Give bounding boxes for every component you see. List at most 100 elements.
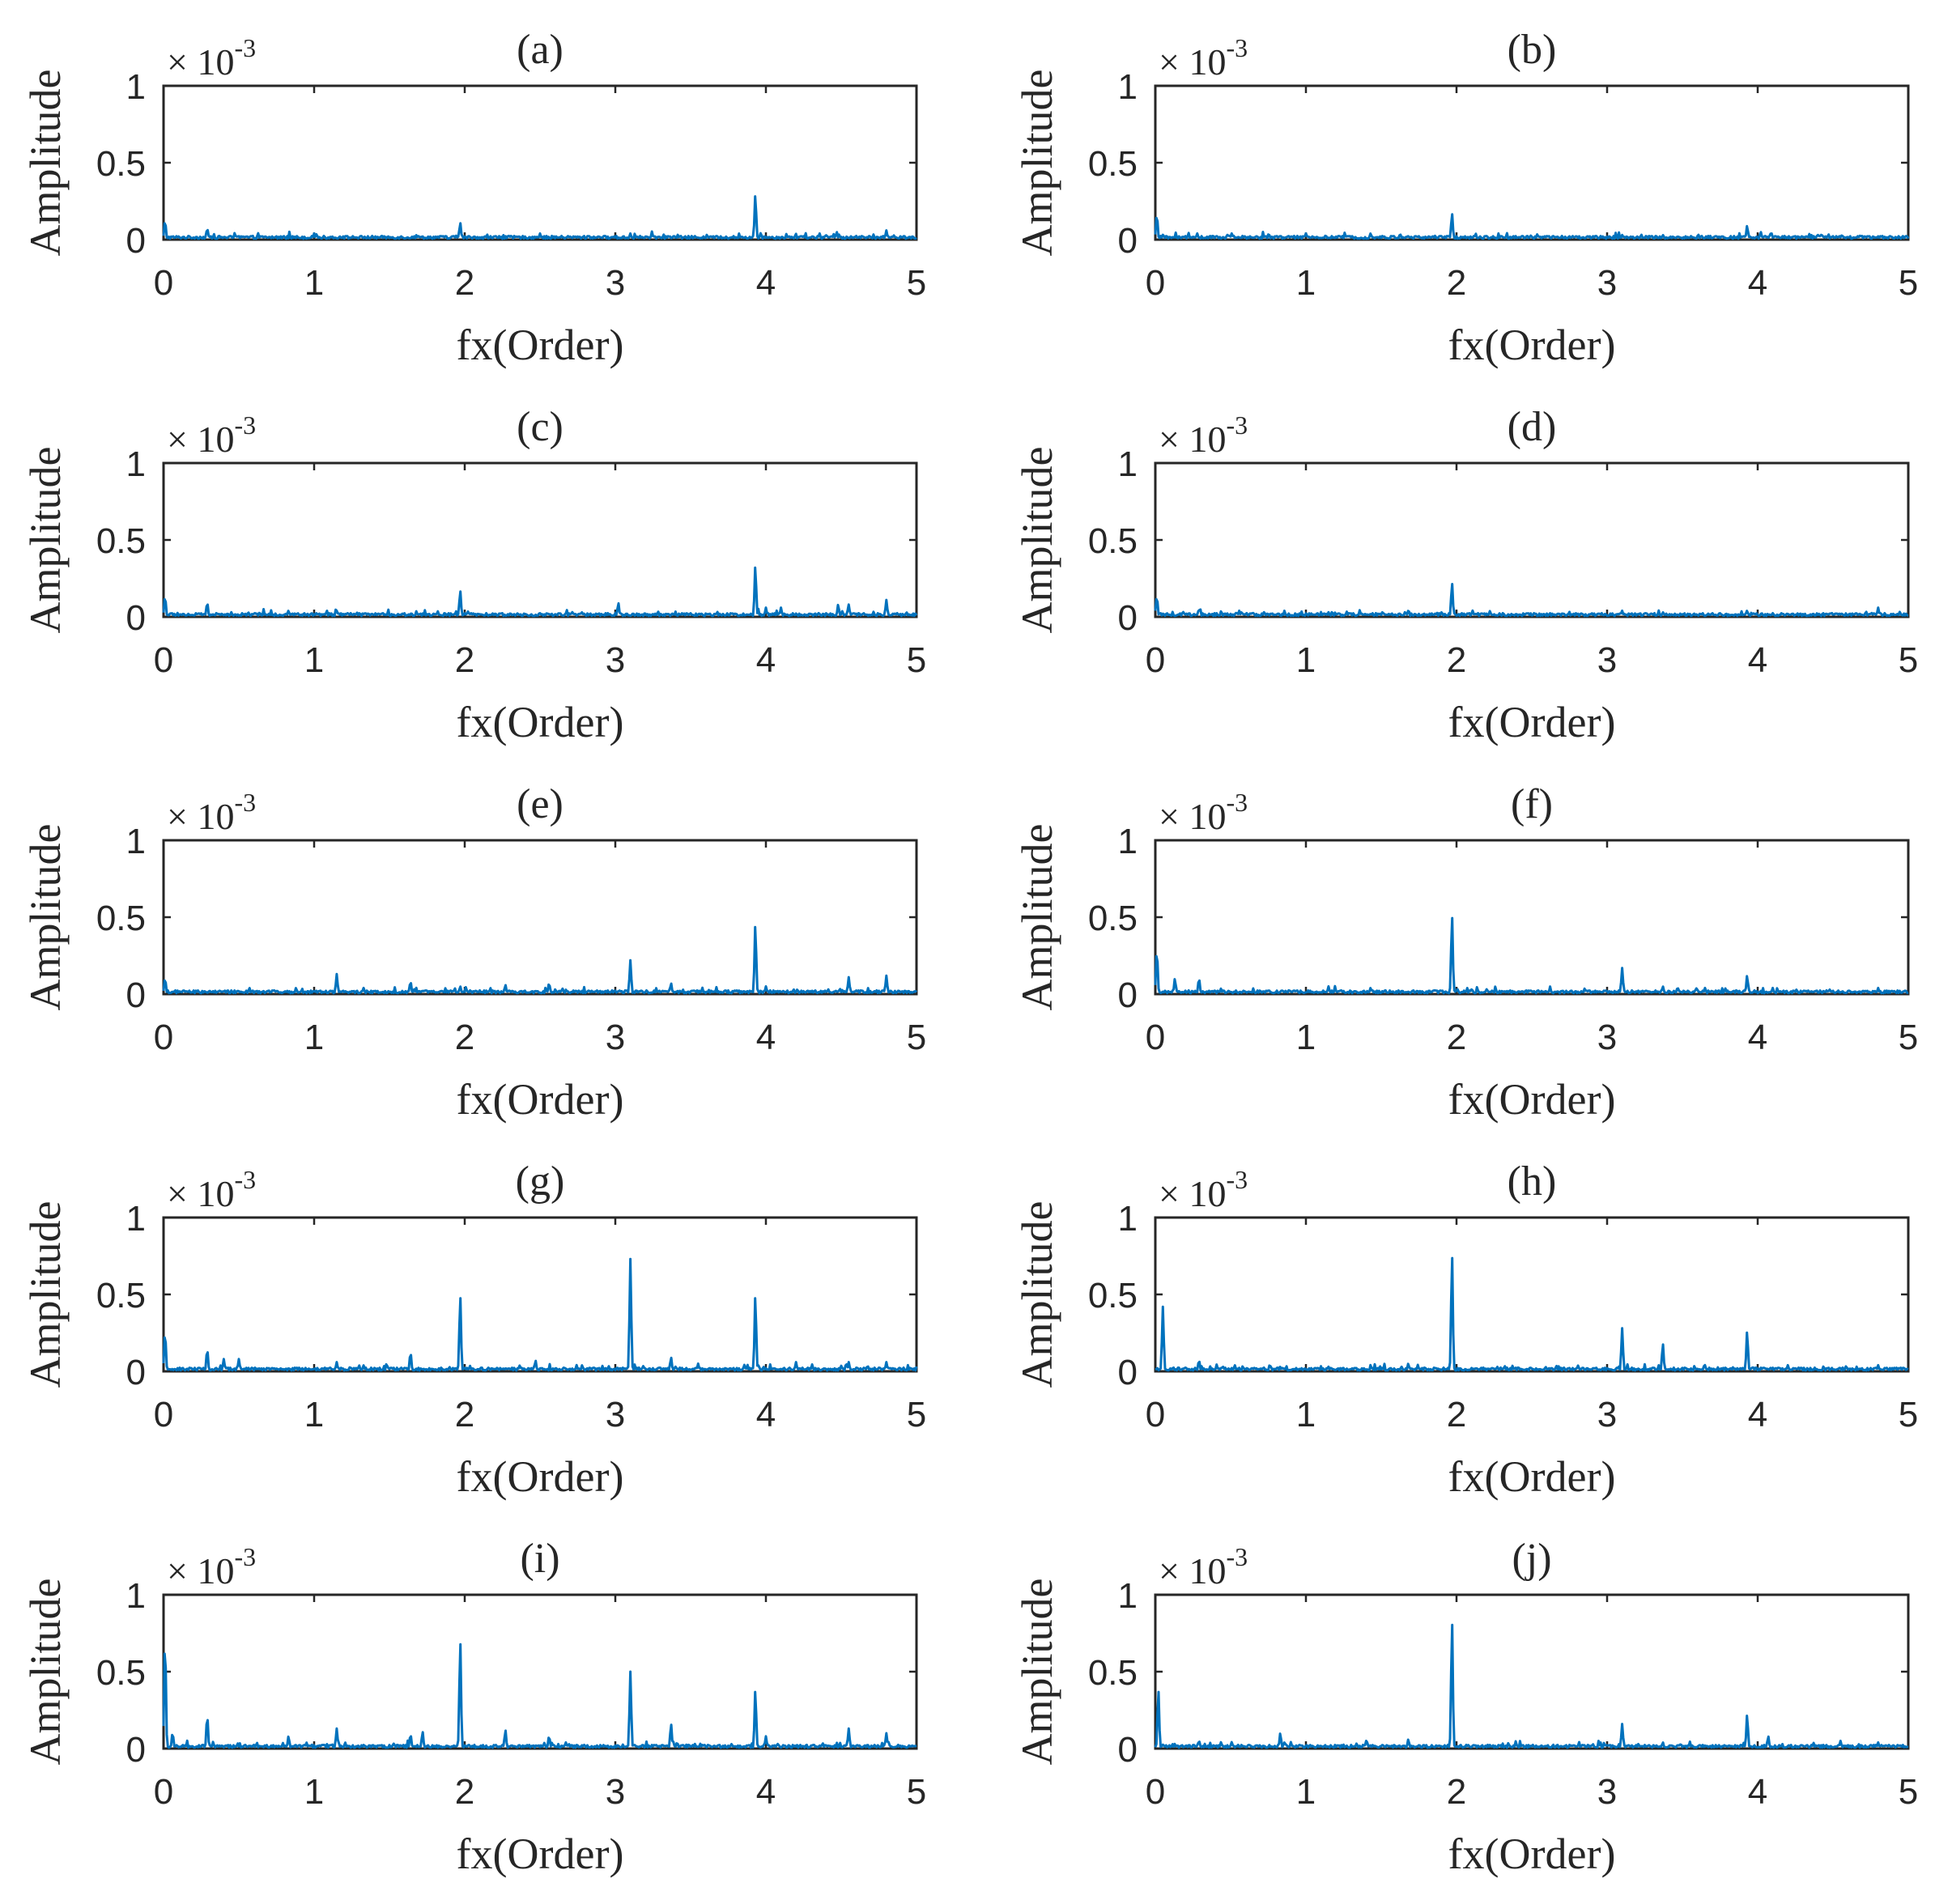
y-exponent-base: × 10	[167, 1550, 234, 1592]
amplitude-series-line	[162, 195, 917, 240]
y-tick-label: 0	[1118, 1353, 1138, 1392]
y-exponent-base: × 10	[167, 41, 234, 83]
y-tick-label: 0	[126, 975, 146, 1015]
x-tick-label: 5	[907, 1018, 926, 1057]
x-tick-label: 5	[907, 263, 926, 303]
y-axis-label: Amplitude	[1013, 447, 1061, 634]
y-exponent-power: -3	[234, 410, 256, 440]
axes-box	[1154, 839, 1910, 996]
x-tick-label: 3	[606, 1772, 625, 1812]
amplitude-series-line	[1154, 916, 1909, 995]
subplot-title: (b)	[1508, 27, 1557, 73]
x-tick-label: 4	[756, 1018, 776, 1057]
y-tick-label: 0	[126, 221, 146, 261]
amplitude-series-line	[162, 1257, 918, 1372]
x-tick-label: 0	[1146, 1018, 1165, 1057]
y-exponent-label: × 10-3	[1159, 410, 1248, 460]
x-axis-label: fx(Order)	[457, 698, 624, 746]
x-tick-label: 5	[1899, 640, 1918, 680]
y-tick-label: 0.5	[96, 521, 146, 561]
subplot-title: (d)	[1508, 404, 1557, 450]
y-exponent-power: -3	[234, 33, 256, 62]
y-tick-label: 0	[1118, 975, 1138, 1015]
x-tick-label: 3	[606, 263, 625, 303]
y-exponent-base: × 10	[1159, 1173, 1226, 1214]
y-tick-label: 1	[126, 1576, 146, 1616]
amplitude-series-line	[1154, 583, 1909, 618]
x-tick-label: 5	[1899, 1395, 1918, 1434]
x-tick-label: 0	[1146, 1772, 1165, 1812]
y-exponent-label: × 10-3	[167, 1165, 256, 1214]
y-tick-label: 0.5	[1088, 1653, 1138, 1693]
x-tick-label: 1	[304, 263, 324, 303]
amplitude-series-line	[162, 925, 918, 995]
x-tick-label: 4	[1748, 1772, 1767, 1812]
x-tick-label: 3	[606, 640, 625, 680]
x-tick-label: 2	[455, 1395, 474, 1434]
amplitude-series-line	[162, 566, 918, 618]
amplitude-series-line	[1155, 1256, 1909, 1372]
subplot-title: (a)	[517, 27, 563, 73]
y-exponent-base: × 10	[167, 1173, 234, 1214]
y-exponent-power: -3	[234, 788, 256, 817]
y-tick-label: 0.5	[1088, 1276, 1138, 1315]
subplot-title: (j)	[1512, 1536, 1551, 1582]
y-exponent-label: × 10-3	[1159, 33, 1248, 83]
y-axis-label: Amplitude	[1013, 824, 1061, 1011]
y-tick-label: 0.5	[1088, 521, 1138, 561]
y-tick-label: 1	[1118, 1576, 1138, 1616]
y-tick-label: 1	[126, 67, 146, 107]
axes-box	[1154, 84, 1910, 241]
x-tick-label: 4	[1748, 263, 1767, 303]
subplot-c: 0 1 2 3 4 5 0 0.5 1 × 10-3 (c) fx(Order) Amplitude	[21, 404, 926, 746]
y-exponent-power: -3	[1226, 788, 1248, 817]
x-axis-label: fx(Order)	[1448, 321, 1616, 369]
y-tick-label: 1	[126, 444, 146, 484]
y-exponent-base: × 10	[1159, 41, 1226, 83]
x-tick-label: 2	[455, 1018, 474, 1057]
x-tick-label: 3	[606, 1395, 625, 1434]
y-tick-label: 0	[1118, 1730, 1138, 1770]
subplot-title: (i)	[520, 1536, 559, 1582]
y-exponent-base: × 10	[1159, 796, 1226, 837]
x-tick-label: 2	[455, 1772, 474, 1812]
x-tick-label: 4	[756, 640, 776, 680]
x-tick-label: 5	[1899, 1772, 1918, 1812]
y-tick-label: 0	[126, 1730, 146, 1770]
y-axis-label: Amplitude	[21, 1201, 70, 1388]
x-tick-label: 4	[1748, 1395, 1767, 1434]
x-tick-label: 4	[1748, 640, 1767, 680]
subplot-title: (e)	[517, 781, 563, 827]
y-axis-label: Amplitude	[1013, 1579, 1061, 1766]
x-axis-label: fx(Order)	[457, 1452, 624, 1501]
subplot-title: (g)	[516, 1158, 565, 1205]
x-tick-label: 5	[907, 1395, 926, 1434]
x-axis-label: fx(Order)	[1448, 1075, 1616, 1124]
subplot-d: 0 1 2 3 4 5 0 0.5 1 × 10-3 (d) fx(Order) Amplitude	[1013, 404, 1918, 746]
y-exponent-power: -3	[234, 1542, 256, 1571]
x-tick-label: 3	[1597, 1018, 1617, 1057]
axes-box	[162, 839, 918, 996]
subplot-e: 0 1 2 3 4 5 0 0.5 1 × 10-3 (e) fx(Order) Amplitude	[21, 781, 926, 1124]
subplot-i: 0 1 2 3 4 5 0 0.5 1 × 10-3 (i) fx(Order) Amplitude	[21, 1536, 926, 1878]
x-tick-label: 4	[756, 1772, 776, 1812]
subplot-f: 0 1 2 3 4 5 0 0.5 1 × 10-3 (f) fx(Order) Amplitude	[1013, 781, 1918, 1124]
x-axis-label: fx(Order)	[457, 321, 624, 369]
x-tick-label: 5	[1899, 263, 1918, 303]
y-axis-label: Amplitude	[1013, 1201, 1061, 1388]
x-tick-label: 1	[1296, 640, 1316, 680]
y-exponent-base: × 10	[1159, 1550, 1226, 1592]
y-tick-label: 0	[126, 1353, 146, 1392]
x-tick-label: 1	[304, 1395, 324, 1434]
y-axis-label: Amplitude	[21, 824, 70, 1011]
x-tick-label: 2	[1447, 1018, 1466, 1057]
x-tick-label: 3	[606, 1018, 625, 1057]
subplot-j: 0 1 2 3 4 5 0 0.5 1 × 10-3 (j) fx(Order) Amplitude	[1013, 1536, 1918, 1878]
y-tick-label: 0.5	[1088, 899, 1138, 938]
x-tick-label: 4	[756, 1395, 776, 1434]
y-exponent-label: × 10-3	[1159, 1542, 1248, 1592]
subplot-title: (h)	[1508, 1158, 1557, 1205]
x-tick-label: 0	[154, 640, 173, 680]
x-axis-label: fx(Order)	[457, 1075, 624, 1124]
